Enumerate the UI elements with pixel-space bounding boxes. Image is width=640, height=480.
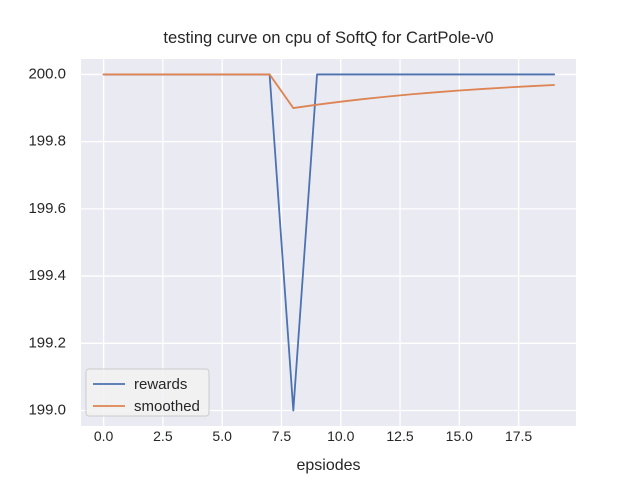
svg-text:12.5: 12.5 [386,428,413,444]
svg-text:5.0: 5.0 [212,428,232,444]
svg-text:7.5: 7.5 [272,428,292,444]
svg-text:199.4: 199.4 [28,267,66,284]
svg-text:199.6: 199.6 [28,200,66,217]
svg-text:testing curve on cpu of SoftQ: testing curve on cpu of SoftQ for CartPo… [163,28,493,47]
svg-text:10.0: 10.0 [327,428,354,444]
svg-text:2.5: 2.5 [153,428,173,444]
svg-text:epsiodes: epsiodes [296,457,360,474]
svg-text:199.0: 199.0 [28,402,66,419]
svg-text:17.5: 17.5 [505,428,532,444]
svg-text:15.0: 15.0 [446,428,473,444]
svg-text:199.2: 199.2 [28,334,66,351]
svg-text:0.0: 0.0 [94,428,114,444]
svg-text:smoothed: smoothed [134,398,200,415]
svg-text:rewards: rewards [134,376,187,393]
svg-text:200.0: 200.0 [28,66,66,83]
svg-text:199.8: 199.8 [28,133,66,150]
